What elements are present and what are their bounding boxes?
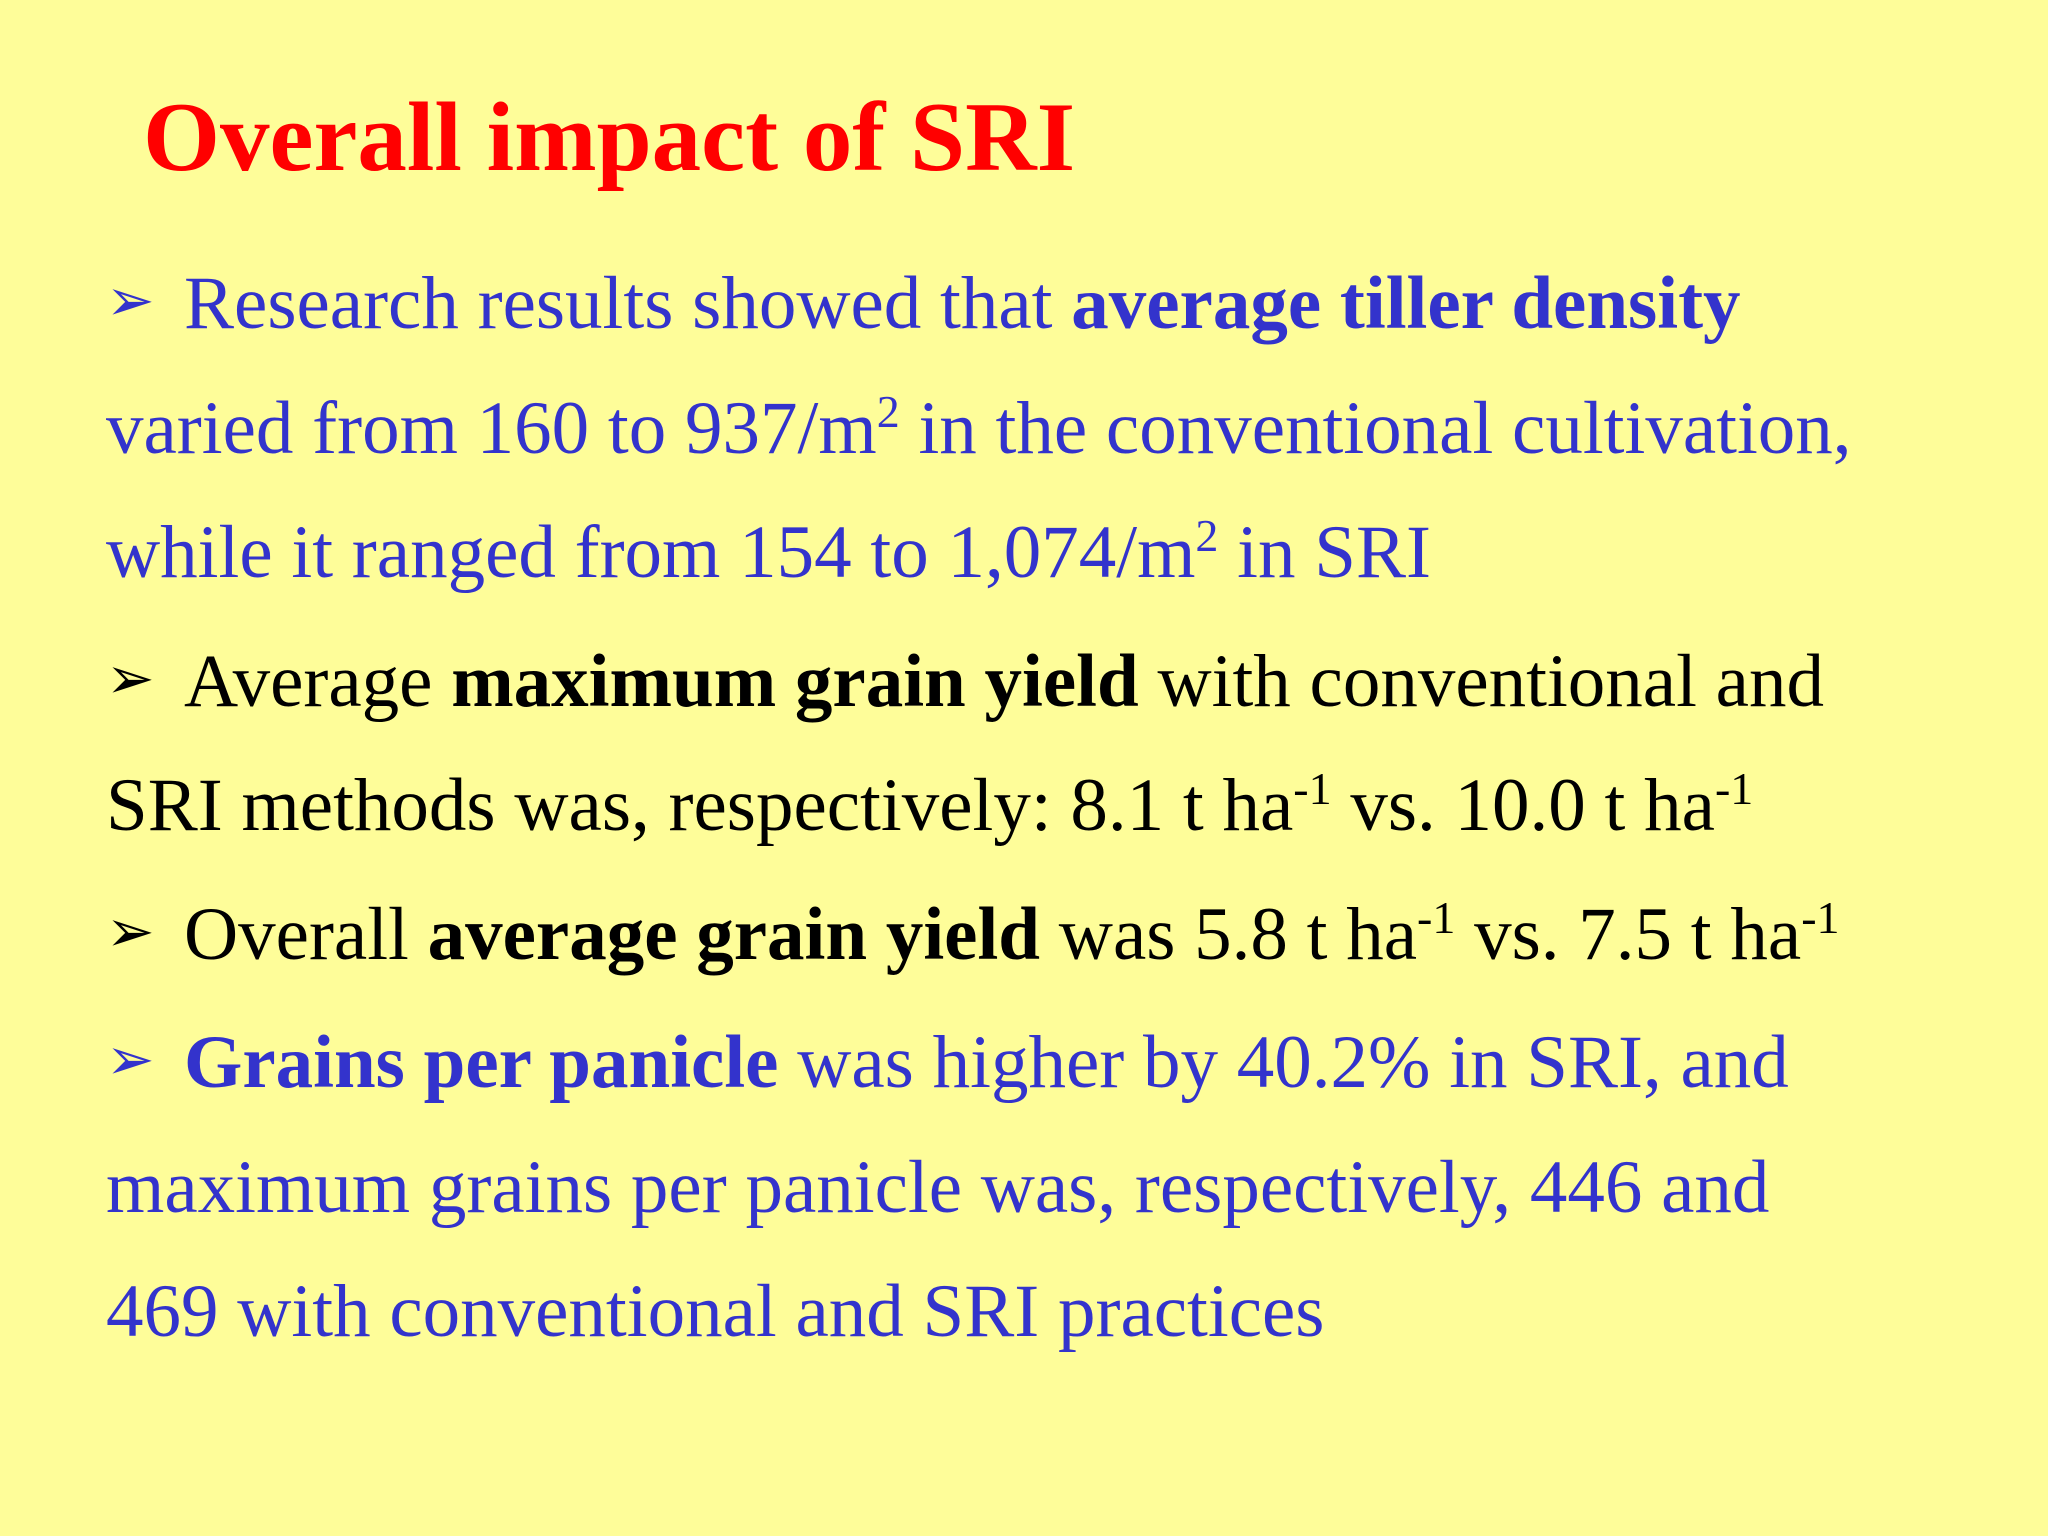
bullet-line: ➢ Research results showed that average ti… (106, 238, 2026, 367)
arrow-bullet-icon: ➢ (106, 266, 155, 334)
bullet-line: while it ranged from 154 to 1,074/m2 in … (106, 491, 2026, 616)
bullet-line: maximum grains per panicle was, respecti… (106, 1126, 2026, 1251)
slide-title: Overall impact of SRI (143, 83, 1076, 192)
bullet-text: 469 with conventional and SRI practices (106, 1270, 1325, 1353)
bullet-text: Average (184, 639, 452, 723)
superscript: -1 (1293, 763, 1332, 814)
superscript: -1 (1801, 891, 1840, 943)
bullet-text: varied from 160 to 937/m (106, 386, 877, 470)
bullet-text: with conventional and (1138, 639, 1824, 723)
bullet-average-grain-yield: ➢ Overall average grain yield was 5.8 t h… (106, 869, 2026, 998)
bullet-text: in the conventional cultivation, (899, 386, 1852, 470)
bullet-line: SRI methods was, respectively: 8.1 t ha-… (106, 744, 2026, 869)
superscript: 2 (1195, 510, 1219, 561)
bullet-text: SRI methods was, respectively: 8.1 t ha (106, 764, 1294, 847)
bullet-grains-per-panicle: ➢ Grains per panicle was higher by 40.2% … (106, 997, 2026, 1375)
bullet-text: vs. 10.0 t ha (1331, 764, 1715, 847)
bullet-text: maximum grains per panicle was, respecti… (106, 1145, 1770, 1229)
arrow-bullet-icon: ➢ (106, 643, 155, 712)
bullet-emphasis: average tiller density (1071, 262, 1741, 345)
bullet-line: ➢ Grains per panicle was higher by 40.2% … (106, 997, 2026, 1126)
superscript: 2 (876, 385, 900, 437)
bullet-max-grain-yield: ➢ Average maximum grain yield with conven… (106, 616, 2026, 869)
bullet-emphasis: Grains per panicle (184, 1021, 779, 1104)
bullet-text: was 5.8 t ha (1040, 892, 1418, 976)
bullet-line: 469 with conventional and SRI practices (106, 1250, 2026, 1375)
bullet-text: vs. 7.5 t ha (1455, 892, 1802, 976)
arrow-bullet-icon: ➢ (106, 1025, 155, 1093)
superscript: -1 (1417, 891, 1456, 943)
bullet-emphasis: average grain yield (427, 892, 1041, 976)
bullet-text: Research results showed that (184, 262, 1072, 345)
bullet-line: varied from 160 to 937/m2 in the convent… (106, 367, 2026, 492)
bullet-text: was higher by 40.2% in SRI, and (778, 1021, 1789, 1104)
arrow-bullet-icon: ➢ (106, 896, 155, 965)
bullet-line: ➢ Overall average grain yield was 5.8 t h… (106, 869, 2026, 998)
bullet-text: in SRI (1218, 511, 1431, 594)
bullet-text: while it ranged from 154 to 1,074/m (106, 511, 1196, 594)
bullet-tiller-density: ➢ Research results showed that average ti… (106, 238, 2026, 616)
bullet-line: ➢ Average maximum grain yield with conven… (106, 616, 2026, 745)
bullet-list: ➢ Research results showed that average ti… (106, 238, 2026, 1375)
bullet-text: Overall (184, 892, 428, 976)
superscript: -1 (1714, 763, 1754, 814)
bullet-emphasis: maximum grain yield (451, 639, 1139, 723)
